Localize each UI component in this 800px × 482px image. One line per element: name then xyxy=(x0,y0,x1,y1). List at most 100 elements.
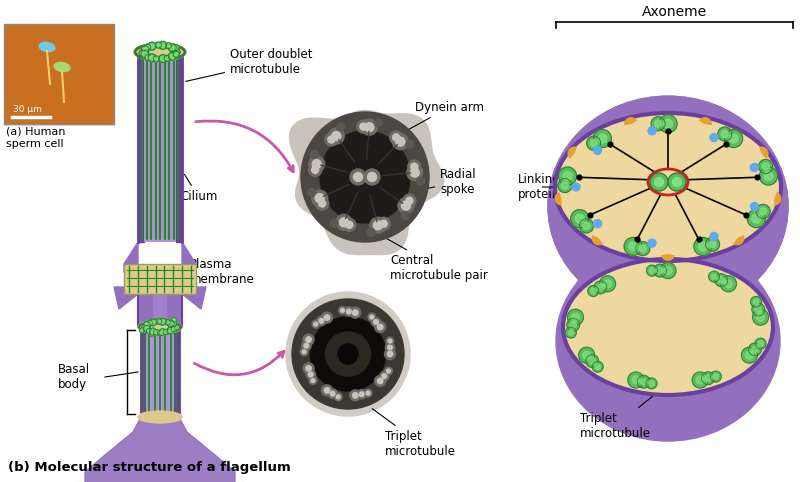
Ellipse shape xyxy=(320,131,410,223)
Circle shape xyxy=(146,56,150,59)
Circle shape xyxy=(346,221,353,228)
Circle shape xyxy=(374,320,378,324)
Circle shape xyxy=(167,320,174,327)
Ellipse shape xyxy=(556,241,780,441)
Circle shape xyxy=(141,50,149,58)
Circle shape xyxy=(156,319,162,324)
Circle shape xyxy=(386,369,390,373)
Circle shape xyxy=(150,332,154,336)
Circle shape xyxy=(357,120,370,133)
Circle shape xyxy=(154,56,159,62)
Wedge shape xyxy=(759,147,769,159)
Circle shape xyxy=(664,267,672,275)
Circle shape xyxy=(710,232,718,241)
Circle shape xyxy=(338,307,346,314)
Circle shape xyxy=(393,134,400,141)
Circle shape xyxy=(170,54,174,58)
Circle shape xyxy=(163,329,169,335)
Circle shape xyxy=(365,123,374,132)
Circle shape xyxy=(590,140,597,147)
Circle shape xyxy=(360,123,367,130)
Circle shape xyxy=(165,320,170,325)
Circle shape xyxy=(750,296,762,308)
Circle shape xyxy=(141,329,143,332)
Circle shape xyxy=(300,348,308,356)
Circle shape xyxy=(173,52,179,57)
Circle shape xyxy=(759,208,766,215)
Circle shape xyxy=(753,309,769,325)
Circle shape xyxy=(718,277,725,283)
Ellipse shape xyxy=(54,62,70,72)
Circle shape xyxy=(167,44,170,47)
Circle shape xyxy=(286,292,410,416)
Circle shape xyxy=(648,127,656,135)
Circle shape xyxy=(755,307,762,313)
Circle shape xyxy=(310,150,318,159)
Wedge shape xyxy=(567,147,577,159)
Circle shape xyxy=(173,328,175,330)
Circle shape xyxy=(143,326,146,329)
Circle shape xyxy=(660,263,676,279)
Circle shape xyxy=(718,127,732,141)
Text: Plasma
membrane: Plasma membrane xyxy=(184,258,254,286)
Circle shape xyxy=(158,320,160,323)
Circle shape xyxy=(638,375,650,388)
Polygon shape xyxy=(124,242,138,272)
Circle shape xyxy=(143,325,150,332)
Circle shape xyxy=(746,351,754,359)
Circle shape xyxy=(353,310,358,315)
Circle shape xyxy=(417,177,425,185)
Circle shape xyxy=(328,128,344,144)
Circle shape xyxy=(575,214,584,223)
Circle shape xyxy=(654,120,662,127)
Circle shape xyxy=(166,57,169,60)
Circle shape xyxy=(364,389,372,397)
Circle shape xyxy=(567,309,583,325)
Circle shape xyxy=(307,188,315,196)
Circle shape xyxy=(764,172,773,181)
Circle shape xyxy=(711,274,717,280)
Circle shape xyxy=(173,45,179,51)
Circle shape xyxy=(749,343,762,356)
Circle shape xyxy=(176,326,178,329)
Circle shape xyxy=(752,214,761,223)
Circle shape xyxy=(594,130,611,147)
Circle shape xyxy=(378,378,383,384)
Circle shape xyxy=(144,321,149,326)
Circle shape xyxy=(650,268,654,273)
Circle shape xyxy=(595,364,601,369)
Circle shape xyxy=(589,358,595,364)
Circle shape xyxy=(143,48,147,52)
Circle shape xyxy=(362,119,378,135)
Circle shape xyxy=(315,194,324,202)
Circle shape xyxy=(145,323,147,325)
Circle shape xyxy=(332,132,341,141)
Circle shape xyxy=(154,330,159,335)
Circle shape xyxy=(322,385,333,396)
Circle shape xyxy=(141,46,149,54)
Circle shape xyxy=(654,177,663,187)
Circle shape xyxy=(692,372,708,388)
Circle shape xyxy=(303,363,314,374)
Circle shape xyxy=(172,48,180,56)
Circle shape xyxy=(754,299,758,305)
Circle shape xyxy=(330,391,335,396)
Circle shape xyxy=(378,217,390,230)
Circle shape xyxy=(169,322,173,325)
Text: Triplet
microtubule: Triplet microtubule xyxy=(580,386,666,440)
Text: Outer doublet
microtubule: Outer doublet microtubule xyxy=(186,48,313,81)
Circle shape xyxy=(705,375,711,381)
Circle shape xyxy=(344,307,354,316)
Text: Triplet
microtubule: Triplet microtubule xyxy=(372,409,456,458)
Circle shape xyxy=(311,379,315,383)
Circle shape xyxy=(346,309,351,314)
Circle shape xyxy=(558,178,572,192)
Circle shape xyxy=(166,321,169,323)
Circle shape xyxy=(159,329,166,336)
Circle shape xyxy=(654,264,666,277)
Circle shape xyxy=(322,312,333,323)
Circle shape xyxy=(318,200,326,207)
Circle shape xyxy=(145,44,150,50)
Circle shape xyxy=(368,313,376,321)
Circle shape xyxy=(330,219,338,227)
